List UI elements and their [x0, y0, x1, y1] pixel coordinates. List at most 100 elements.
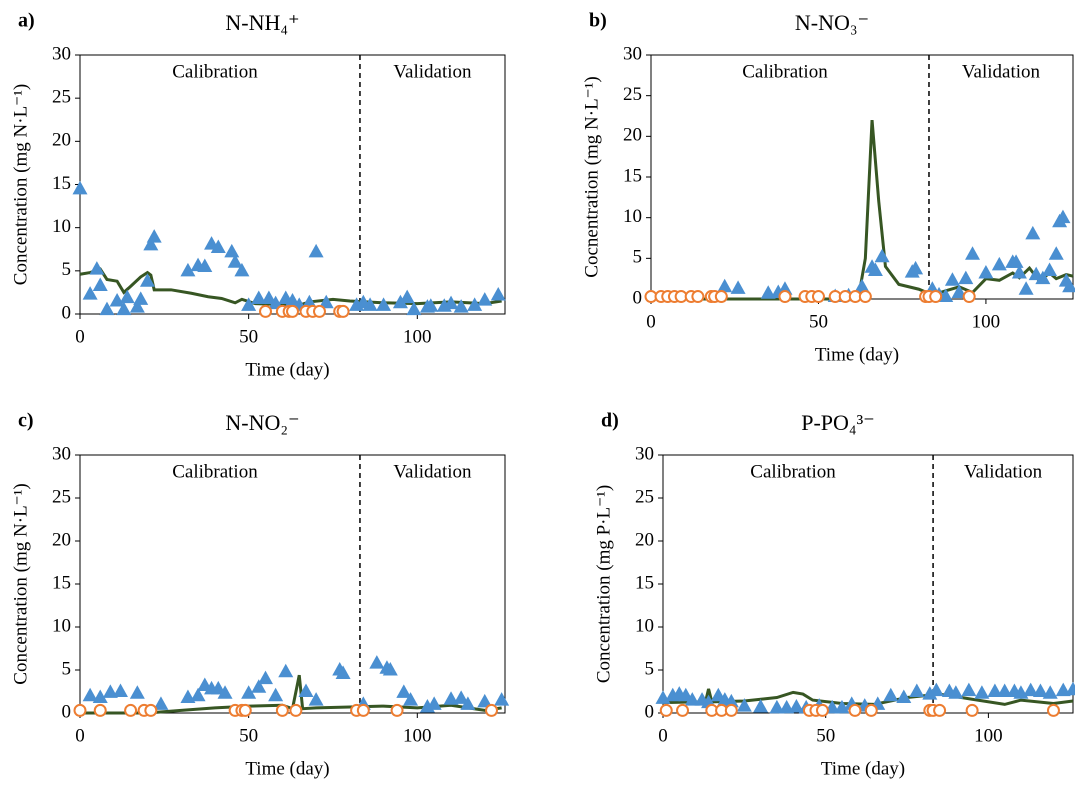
circle-marker — [73, 703, 87, 717]
triangle-marker — [1042, 685, 1058, 699]
triangle-marker — [308, 243, 324, 258]
triangle-marker — [197, 258, 213, 273]
triangle-marker — [460, 696, 476, 710]
panel-label: d) — [601, 410, 619, 432]
x-tick-label: 0 — [646, 311, 656, 332]
triangle-marker — [224, 243, 240, 258]
chart-title: P-PO₄³⁻ — [801, 410, 875, 435]
triangle-marker — [180, 262, 196, 277]
triangle-marker — [951, 284, 967, 298]
x-axis-label: Time (day) — [245, 758, 329, 779]
panel-label: b) — [589, 10, 607, 32]
triangle-marker — [72, 180, 88, 195]
y-tick-label: 0 — [62, 701, 72, 722]
triangle-marker — [396, 684, 412, 698]
y-tick-label: 15 — [623, 165, 642, 186]
y-tick-label: 10 — [635, 615, 654, 636]
circle-marker — [275, 703, 289, 717]
circle-marker — [485, 703, 499, 717]
triangle-marker — [991, 256, 1007, 271]
panel-label: a) — [18, 10, 35, 32]
y-tick-label: 20 — [635, 529, 654, 550]
triangle-marker — [1018, 281, 1034, 295]
triangle-marker — [854, 278, 870, 293]
x-tick-label: 0 — [75, 725, 85, 746]
annotation: Validation — [393, 461, 472, 482]
y-tick-label: 5 — [62, 259, 72, 280]
triangle-marker — [392, 294, 408, 309]
triangle-marker — [684, 692, 700, 706]
x-tick-label: 100 — [972, 311, 1001, 332]
triangle-marker — [730, 280, 746, 294]
x-tick-label: 0 — [75, 326, 85, 347]
x-tick-label: 100 — [403, 725, 432, 746]
triangle-marker — [423, 298, 439, 312]
triangle-marker — [443, 295, 459, 310]
triangle-marker — [477, 693, 493, 708]
triangle-marker — [760, 285, 776, 299]
chart-title: N-NO₂⁻ — [225, 410, 299, 435]
chart-title: N-NO₃⁻ — [795, 10, 869, 35]
triangle-marker — [227, 254, 243, 268]
x-tick-label: 100 — [974, 725, 1003, 746]
annotation: Validation — [962, 61, 1041, 82]
triangle-marker — [938, 288, 954, 303]
circle-marker — [1046, 703, 1060, 717]
triangle-marker — [1065, 681, 1075, 696]
y-tick-label: 5 — [62, 658, 72, 679]
circle-marker — [929, 290, 943, 304]
circle-marker — [864, 703, 878, 717]
circle-marker — [848, 703, 862, 717]
triangle-marker — [928, 682, 944, 697]
triangle-marker — [494, 692, 510, 706]
annotation: Validation — [964, 461, 1043, 482]
triangle-marker — [834, 699, 850, 714]
circle-marker — [144, 703, 158, 717]
circle-marker — [289, 703, 303, 717]
circle-marker — [778, 290, 792, 304]
triangle-marker — [139, 273, 155, 287]
circle-marker — [124, 703, 138, 717]
y-tick-label: 15 — [52, 572, 71, 593]
triangle-marker — [241, 685, 257, 699]
triangle-marker — [234, 262, 250, 277]
triangle-marker — [1048, 246, 1064, 260]
triangle-marker — [477, 292, 493, 306]
triangle-marker — [92, 277, 108, 292]
triangle-marker — [453, 690, 469, 704]
panel-label: c) — [18, 410, 34, 432]
triangle-marker — [258, 670, 274, 685]
circle-marker — [815, 703, 829, 717]
triangle-marker — [92, 689, 108, 704]
triangle-marker — [251, 290, 267, 304]
triangle-marker — [251, 679, 267, 693]
circle-marker — [259, 304, 273, 318]
triangle-marker — [1055, 209, 1071, 224]
y-tick-label: 0 — [645, 701, 655, 722]
triangle-marker — [190, 687, 206, 702]
triangle-marker — [1025, 225, 1041, 240]
circle-marker — [724, 703, 738, 717]
circle-marker — [714, 290, 728, 304]
y-tick-label: 5 — [633, 247, 643, 268]
circle-marker — [356, 703, 370, 717]
circle-marker — [691, 290, 705, 304]
triangle-marker — [146, 229, 162, 243]
triangle-marker — [1023, 682, 1039, 697]
triangle-marker — [153, 696, 169, 710]
triangle-marker — [944, 272, 960, 286]
circle-marker — [933, 703, 947, 717]
circle-marker — [858, 290, 872, 304]
triangle-marker — [1011, 264, 1027, 279]
triangle-marker — [133, 291, 149, 305]
y-tick-label: 10 — [52, 615, 71, 636]
triangle-marker — [1042, 262, 1058, 277]
model-line — [651, 119, 1074, 301]
x-tick-label: 100 — [403, 326, 432, 347]
y-tick-label: 25 — [635, 486, 654, 507]
plot-frame — [662, 454, 1074, 714]
triangle-marker — [874, 248, 890, 263]
x-tick-label: 50 — [809, 311, 828, 332]
triangle-marker — [362, 297, 378, 311]
